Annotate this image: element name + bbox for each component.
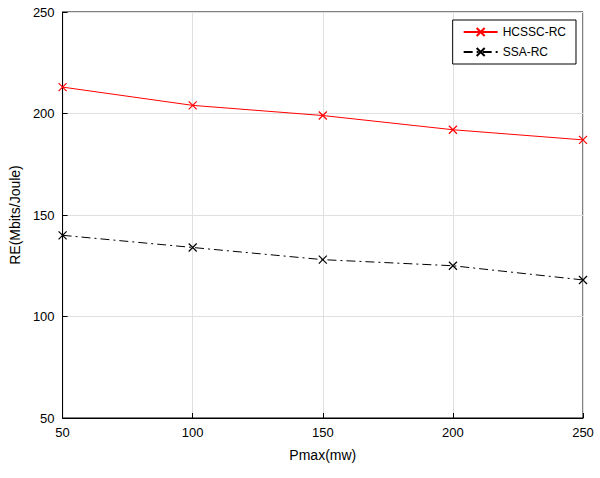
svg-text:HCSSC-RC: HCSSC-RC xyxy=(503,25,567,39)
svg-text:Pmax(mw): Pmax(mw) xyxy=(289,447,356,463)
svg-text:50: 50 xyxy=(55,425,69,440)
svg-text:150: 150 xyxy=(33,208,55,223)
svg-text:SSA-RC: SSA-RC xyxy=(503,45,549,59)
svg-text:RE(Mbits/Joule): RE(Mbits/Joule) xyxy=(7,165,23,265)
svg-text:100: 100 xyxy=(182,425,204,440)
svg-text:250: 250 xyxy=(572,425,594,440)
svg-text:50: 50 xyxy=(40,411,54,426)
svg-text:200: 200 xyxy=(442,425,464,440)
svg-text:200: 200 xyxy=(33,106,55,121)
svg-text:100: 100 xyxy=(33,309,55,324)
svg-text:150: 150 xyxy=(312,425,334,440)
svg-text:250: 250 xyxy=(33,5,55,20)
